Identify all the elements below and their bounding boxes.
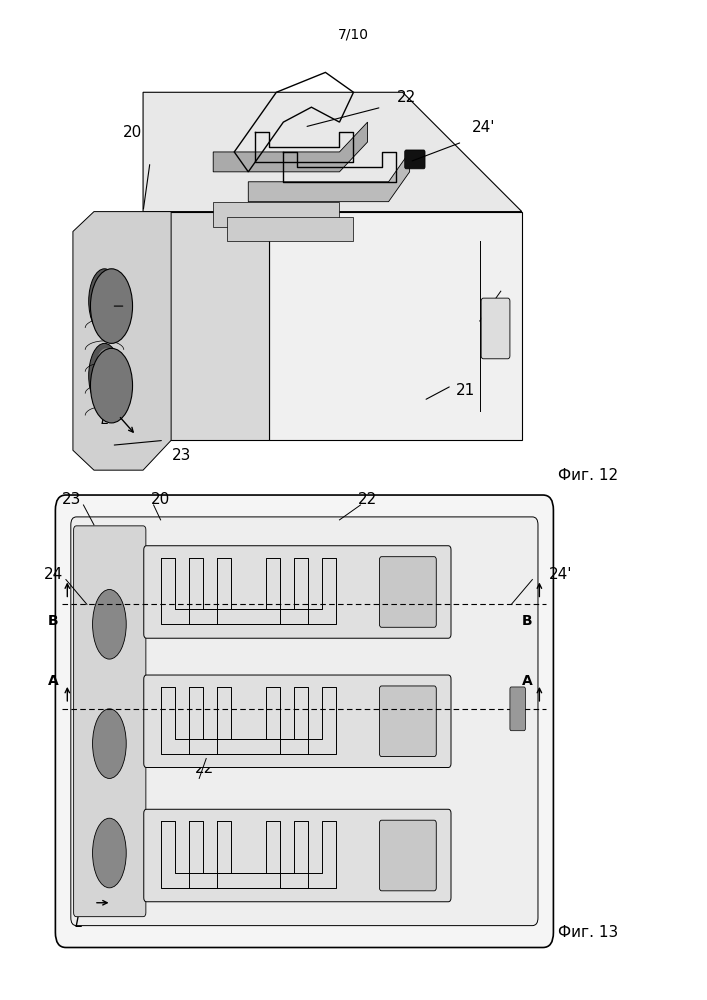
Text: 24: 24 bbox=[105, 294, 124, 309]
Ellipse shape bbox=[90, 348, 132, 423]
Polygon shape bbox=[227, 217, 354, 241]
Text: Фиг. 13: Фиг. 13 bbox=[559, 925, 619, 940]
Text: 21: 21 bbox=[456, 383, 475, 398]
Polygon shape bbox=[73, 212, 171, 470]
Text: B: B bbox=[48, 614, 59, 628]
Text: B: B bbox=[522, 614, 533, 628]
Text: 24': 24' bbox=[549, 567, 572, 582]
Text: 23: 23 bbox=[62, 492, 81, 507]
Ellipse shape bbox=[95, 274, 117, 319]
FancyBboxPatch shape bbox=[71, 517, 538, 926]
Polygon shape bbox=[143, 92, 522, 212]
Text: 22: 22 bbox=[195, 761, 214, 776]
Text: L: L bbox=[100, 413, 108, 427]
Polygon shape bbox=[269, 212, 522, 440]
Polygon shape bbox=[143, 212, 269, 440]
Polygon shape bbox=[214, 202, 339, 227]
Text: 7/10: 7/10 bbox=[338, 28, 369, 42]
Ellipse shape bbox=[88, 343, 120, 408]
Ellipse shape bbox=[90, 269, 132, 343]
Ellipse shape bbox=[93, 709, 127, 778]
Text: 24: 24 bbox=[44, 567, 63, 582]
FancyBboxPatch shape bbox=[144, 675, 451, 768]
Text: 22: 22 bbox=[397, 90, 416, 105]
FancyBboxPatch shape bbox=[510, 687, 525, 731]
Ellipse shape bbox=[88, 269, 120, 333]
FancyBboxPatch shape bbox=[481, 298, 510, 359]
Polygon shape bbox=[94, 212, 143, 440]
FancyBboxPatch shape bbox=[380, 557, 436, 627]
Text: 22: 22 bbox=[358, 492, 377, 507]
Text: A: A bbox=[522, 674, 533, 688]
Text: L: L bbox=[75, 916, 83, 930]
Text: 20: 20 bbox=[123, 125, 142, 140]
Text: A: A bbox=[48, 674, 59, 688]
Text: 24': 24' bbox=[472, 120, 495, 135]
FancyBboxPatch shape bbox=[404, 150, 425, 169]
Polygon shape bbox=[248, 152, 409, 202]
Polygon shape bbox=[214, 122, 368, 172]
FancyBboxPatch shape bbox=[380, 686, 436, 757]
FancyBboxPatch shape bbox=[55, 495, 554, 948]
FancyBboxPatch shape bbox=[144, 809, 451, 902]
Ellipse shape bbox=[93, 818, 127, 888]
Text: Фиг. 12: Фиг. 12 bbox=[559, 468, 619, 483]
Ellipse shape bbox=[95, 348, 117, 393]
FancyBboxPatch shape bbox=[144, 546, 451, 638]
Text: 23: 23 bbox=[172, 448, 192, 463]
Text: 20: 20 bbox=[151, 492, 170, 507]
FancyBboxPatch shape bbox=[380, 820, 436, 891]
Ellipse shape bbox=[93, 589, 127, 659]
FancyBboxPatch shape bbox=[74, 526, 146, 917]
